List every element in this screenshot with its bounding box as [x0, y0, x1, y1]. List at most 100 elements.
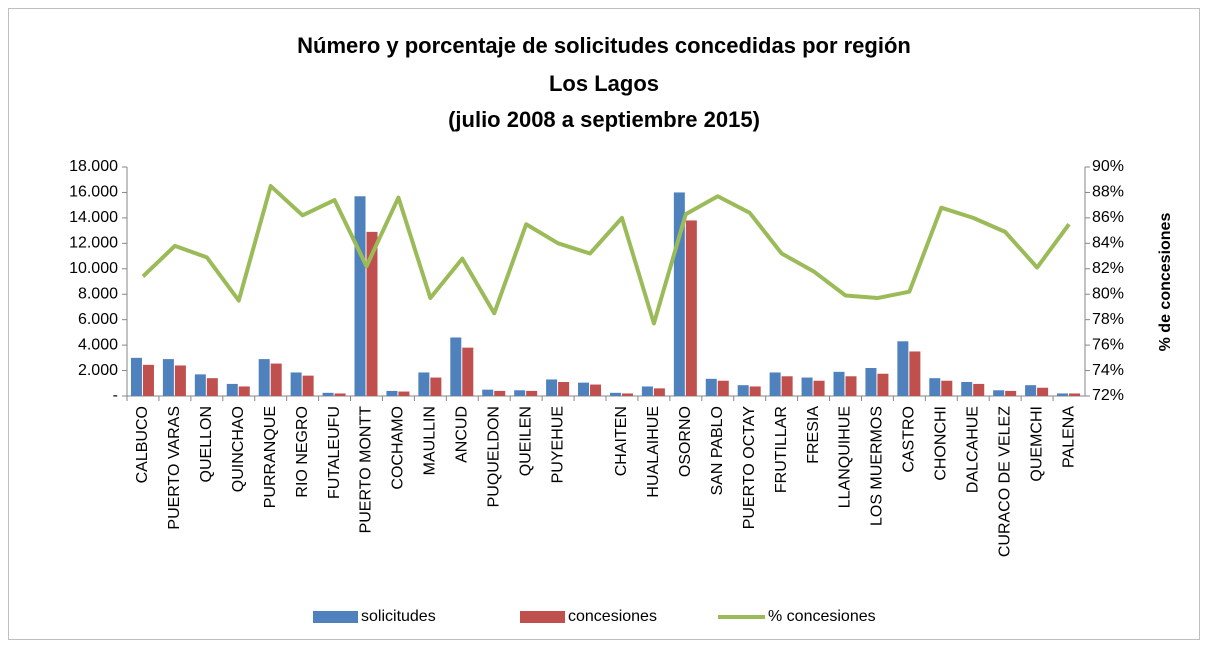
- bar: [781, 376, 793, 396]
- x-tick-label: RIO NEGRO: [294, 406, 311, 498]
- x-tick-label: ANCUD: [454, 406, 471, 463]
- bar: [526, 390, 538, 396]
- bar: [578, 382, 590, 396]
- bar: [226, 383, 238, 396]
- bar: [1057, 393, 1069, 396]
- bar: [673, 192, 685, 396]
- bar: [494, 390, 506, 396]
- x-tick-label: FRUTILLAR: [773, 406, 790, 493]
- y-tick-label: 6.000: [78, 311, 118, 328]
- bar: [130, 357, 142, 396]
- bar: [993, 390, 1005, 396]
- x-tick-label: FUTALEUFU: [326, 406, 343, 499]
- bar: [1069, 393, 1081, 396]
- x-tick-label: DALCAHUE: [964, 406, 981, 493]
- y-tick-label: 4.000: [78, 336, 118, 353]
- y-tick-label: 18.000: [69, 158, 118, 175]
- bar: [366, 231, 378, 396]
- bar: [450, 337, 462, 396]
- bar: [258, 359, 270, 396]
- bar: [558, 382, 570, 396]
- x-tick-label: OSORNO: [677, 406, 694, 477]
- bar: [290, 372, 302, 396]
- x-tick-label: SAN PABLO: [709, 406, 726, 496]
- x-tick-label: PALENA: [1060, 406, 1077, 468]
- legend-swatch: [520, 611, 565, 623]
- y2-tick-label: 88%: [1092, 184, 1124, 201]
- x-tick-label: CHONCHI: [933, 406, 950, 481]
- bar: [621, 393, 633, 396]
- x-tick-label: LLANQUIHUE: [837, 406, 854, 508]
- y-tick-label: 8.000: [78, 285, 118, 302]
- x-tick-label: PUERTO VARAS: [166, 406, 183, 530]
- bar: [174, 365, 186, 396]
- chart-title: Número y porcentaje de solicitudes conce…: [297, 33, 911, 58]
- bar: [418, 372, 430, 396]
- bar: [482, 389, 494, 396]
- x-tick-label: QUEILEN: [517, 406, 534, 476]
- bar: [833, 371, 845, 396]
- x-tick-label: QUELLON: [198, 406, 215, 482]
- bar: [845, 376, 857, 396]
- bar: [1005, 390, 1017, 396]
- bar: [194, 374, 206, 396]
- bar: [653, 388, 665, 396]
- bar: [685, 220, 697, 396]
- bar: [749, 386, 761, 396]
- x-tick-label: COCHAMO: [390, 406, 407, 490]
- bar: [162, 359, 174, 396]
- bar: [973, 383, 985, 396]
- bar: [354, 196, 366, 396]
- bar: [462, 347, 474, 396]
- bar: [897, 341, 909, 396]
- bar: [1025, 385, 1037, 396]
- x-tick-label: PUERTO MONTT: [358, 406, 375, 534]
- bar: [1037, 387, 1049, 396]
- x-tick-label: MAULLIN: [422, 406, 439, 475]
- bar: [514, 390, 526, 396]
- legend-label: % concesiones: [768, 608, 876, 625]
- line: [141, 184, 1071, 326]
- bar: [546, 379, 558, 396]
- legend-label: solicitudes: [361, 608, 436, 625]
- x-tick-label: FRESIA: [805, 406, 822, 464]
- x-tick-label: CHAITEN: [613, 406, 630, 476]
- bar: [398, 391, 410, 396]
- bar: [929, 378, 941, 396]
- bar: [430, 377, 442, 396]
- y2-tick-label: 86%: [1092, 209, 1124, 226]
- chart-subtitle: Los Lagos: [549, 71, 659, 96]
- x-tick-label: QUEMCHI: [1028, 406, 1045, 482]
- chart-subtitle: (julio 2008 a septiembre 2015): [448, 107, 760, 132]
- y2-tick-label: 82%: [1092, 260, 1124, 277]
- bar: [865, 368, 877, 396]
- bar: [717, 380, 729, 396]
- y2-axis-label: % de concesiones: [1157, 213, 1174, 352]
- y-tick-label: 10.000: [69, 260, 118, 277]
- x-tick-label: QUINCHAO: [230, 406, 247, 492]
- bar: [737, 385, 749, 396]
- chart-frame: [8, 8, 1200, 640]
- bar: [590, 384, 602, 396]
- y-tick-label: 2.000: [78, 362, 118, 379]
- y-tick-label: -: [113, 387, 118, 404]
- bar: [142, 364, 154, 396]
- bar: [813, 380, 825, 396]
- bar: [769, 372, 781, 396]
- bar: [238, 386, 250, 396]
- y2-tick-label: 78%: [1092, 311, 1124, 328]
- bar: [705, 378, 717, 396]
- x-tick-label: LOS MUERMOS: [869, 406, 886, 526]
- y-tick-label: 16.000: [69, 184, 118, 201]
- bar: [334, 393, 346, 396]
- bar: [386, 390, 398, 396]
- y-tick-label: 12.000: [69, 235, 118, 252]
- y2-tick-label: 74%: [1092, 362, 1124, 379]
- x-tick-label: CALBUCO: [134, 406, 151, 483]
- x-tick-label: PURRANQUE: [262, 406, 279, 508]
- legend-label: concesiones: [568, 608, 657, 625]
- bar: [270, 363, 282, 396]
- bar: [941, 380, 953, 396]
- y2-tick-label: 90%: [1092, 158, 1124, 175]
